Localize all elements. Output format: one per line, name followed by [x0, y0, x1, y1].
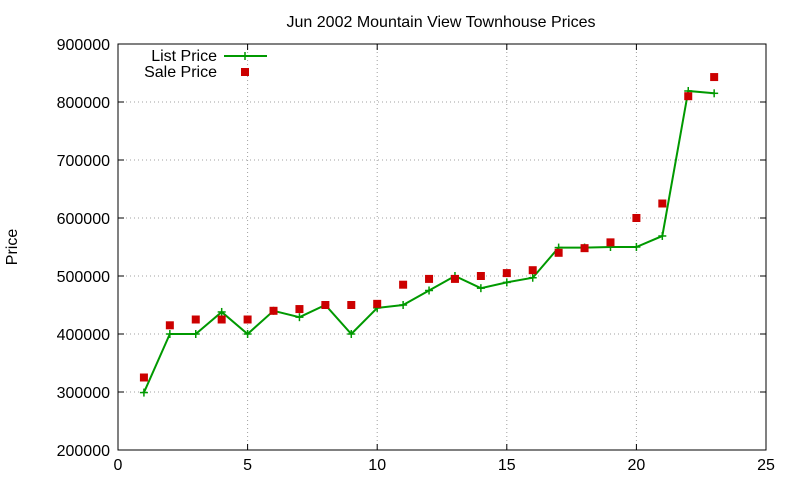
y-tick-label: 500000 [57, 269, 110, 286]
y-tick-label: 600000 [57, 211, 110, 228]
list-price-point [425, 286, 434, 295]
sale-price-point [347, 301, 356, 309]
y-axis-label: Price [4, 229, 21, 266]
list-price-point [476, 284, 485, 293]
sale-price-point [450, 274, 459, 283]
list-price-point [217, 307, 226, 316]
sale-price-point [191, 315, 200, 324]
chart-title: Jun 2002 Mountain View Townhouse Prices [287, 14, 596, 31]
y-tick-label: 400000 [57, 327, 110, 344]
legend-label: List Price [151, 48, 217, 65]
list-price-point [165, 330, 174, 338]
y-tick-label: 900000 [57, 37, 110, 54]
list-price-point [658, 231, 667, 240]
sale-price-point [684, 92, 693, 101]
y-tick-label: 700000 [57, 153, 110, 170]
plot-frame [117, 43, 767, 451]
list-price-point [243, 330, 252, 338]
list-price-point [632, 243, 641, 251]
list-price-line [143, 89, 715, 393]
axis-ticks: 0 5 10 15 20 25 200000 300000 400000 500000 600000… [57, 37, 775, 474]
x-tick-label: 5 [243, 457, 252, 474]
sale-price-point [476, 272, 485, 280]
sale-price-point [528, 266, 537, 275]
grid [118, 44, 766, 450]
sale-price-point [502, 269, 511, 278]
list-price-point [528, 273, 537, 282]
sale-price-point [139, 373, 148, 382]
series-sale-price [139, 73, 719, 382]
sale-price-point [321, 301, 330, 309]
series-list-price [139, 86, 719, 397]
sale-price-point [425, 274, 434, 283]
list-price-point [139, 388, 148, 397]
legend-square-sample [241, 68, 249, 76]
list-price-point [347, 330, 356, 338]
y-tick-label: 800000 [57, 95, 110, 112]
list-price-point [399, 301, 408, 309]
list-price-point [295, 313, 304, 322]
y-tick-label: 200000 [57, 443, 110, 460]
x-tick-label: 20 [628, 457, 646, 474]
sale-price-point [269, 306, 278, 315]
sale-price-point [710, 73, 719, 82]
sale-price-point [165, 321, 174, 330]
sale-price-point [295, 305, 304, 314]
sale-price-point [373, 299, 382, 308]
x-tick-label: 15 [498, 457, 516, 474]
sale-price-point [606, 238, 615, 247]
list-price-point [502, 278, 511, 287]
x-tick-label: 0 [114, 457, 123, 474]
legend-cross-sample [241, 52, 249, 60]
sale-price-point [243, 315, 252, 324]
data-series [139, 73, 719, 397]
sale-price-point [658, 199, 667, 208]
list-price-point [710, 89, 719, 98]
x-tick-label: 10 [368, 457, 386, 474]
list-price-point [191, 330, 200, 338]
sale-price-point [580, 244, 589, 253]
sale-price-point [632, 214, 641, 222]
sale-price-point [399, 280, 408, 289]
sale-price-point [217, 315, 226, 324]
x-tick-label: 25 [757, 457, 775, 474]
sale-price-point [554, 248, 563, 257]
y-tick-label: 300000 [57, 385, 110, 402]
legend-label: Sale Price [144, 64, 217, 81]
